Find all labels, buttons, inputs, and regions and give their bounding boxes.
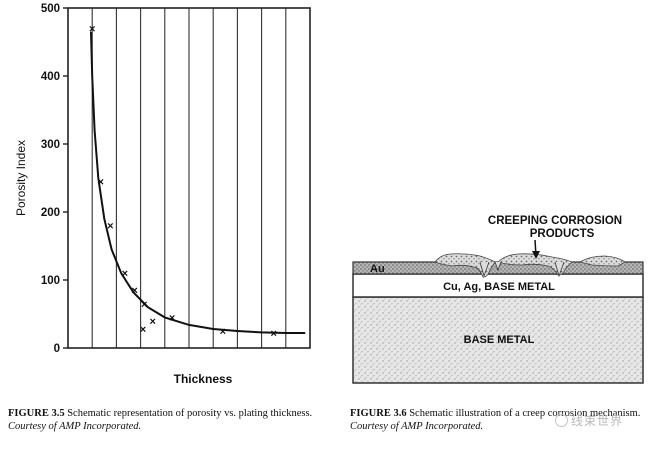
- plot-frame: [67, 7, 311, 349]
- data-point: ×: [140, 324, 146, 336]
- watermark-text: 线束世界: [571, 414, 624, 428]
- corrosion-pit: [554, 261, 565, 278]
- data-point: ×: [220, 326, 226, 338]
- watermark-icon: [555, 414, 568, 427]
- y-tick-label: 100: [41, 275, 60, 287]
- figure-number: FIGURE 3.5: [8, 408, 65, 419]
- data-point: ×: [270, 328, 276, 340]
- data-point: ×: [107, 221, 113, 233]
- data-point: ×: [149, 316, 155, 328]
- caption-credit: Courtesy of AMP Incorporated.: [8, 421, 142, 432]
- corrosion-pit: [494, 261, 502, 272]
- y-axis-label: Porosity Index: [14, 140, 28, 216]
- chart-grid: [91, 8, 287, 348]
- fitted-curve: [90, 31, 306, 334]
- data-point: ×: [169, 312, 175, 324]
- figure-number: FIGURE 3.6: [350, 408, 407, 419]
- y-tick-label: 0: [54, 343, 60, 355]
- callout-line: CREEPING CORROSION: [488, 215, 622, 227]
- base-metal-layer: [352, 296, 644, 384]
- watermark: 线束世界: [555, 412, 623, 429]
- corrosion-product: [497, 253, 573, 276]
- caption-credit: Courtesy of AMP Incorporated.: [350, 421, 484, 432]
- caption-text: Schematic representation of porosity vs.…: [67, 408, 313, 419]
- data-point: ×: [97, 176, 103, 188]
- caption-text: Schematic illustration of a creep corros…: [409, 408, 641, 419]
- data-point: ×: [141, 299, 147, 311]
- figure-caption-left: FIGURE 3.5 Schematic representation of p…: [8, 407, 328, 433]
- callout-arrowhead: [532, 251, 540, 259]
- data-point: ×: [131, 285, 137, 297]
- gold-layer-label: Au: [370, 263, 385, 275]
- figure-caption-right: FIGURE 3.6 Schematic illustration of a c…: [350, 407, 662, 433]
- intermediate-layer-label: Cu, Ag, BASE METAL: [443, 281, 555, 293]
- callout-label: CREEPING CORROSION PRODUCTS: [488, 215, 622, 240]
- data-point: ×: [89, 23, 95, 35]
- base-metal-label: BASE METAL: [464, 334, 535, 346]
- corrosion-pit: [479, 261, 490, 278]
- corrosion-product: [578, 255, 626, 267]
- data-markers: ×××××××× ×× ×: [89, 23, 277, 340]
- y-tick-label: 500: [41, 3, 60, 15]
- corrosion-product: [434, 253, 496, 278]
- y-axis-ticks: 0 100 200 300 400 500: [41, 3, 68, 355]
- callout-line: PRODUCTS: [530, 228, 595, 240]
- y-tick-label: 300: [41, 139, 60, 151]
- creep-corrosion-diagram: CREEPING CORROSION PRODUCTS Au Cu, Ag, BA…: [352, 215, 644, 384]
- data-point: ×: [122, 268, 128, 280]
- y-tick-label: 200: [41, 207, 60, 219]
- x-axis-label: Thickness: [174, 372, 233, 386]
- y-tick-label: 400: [41, 71, 60, 83]
